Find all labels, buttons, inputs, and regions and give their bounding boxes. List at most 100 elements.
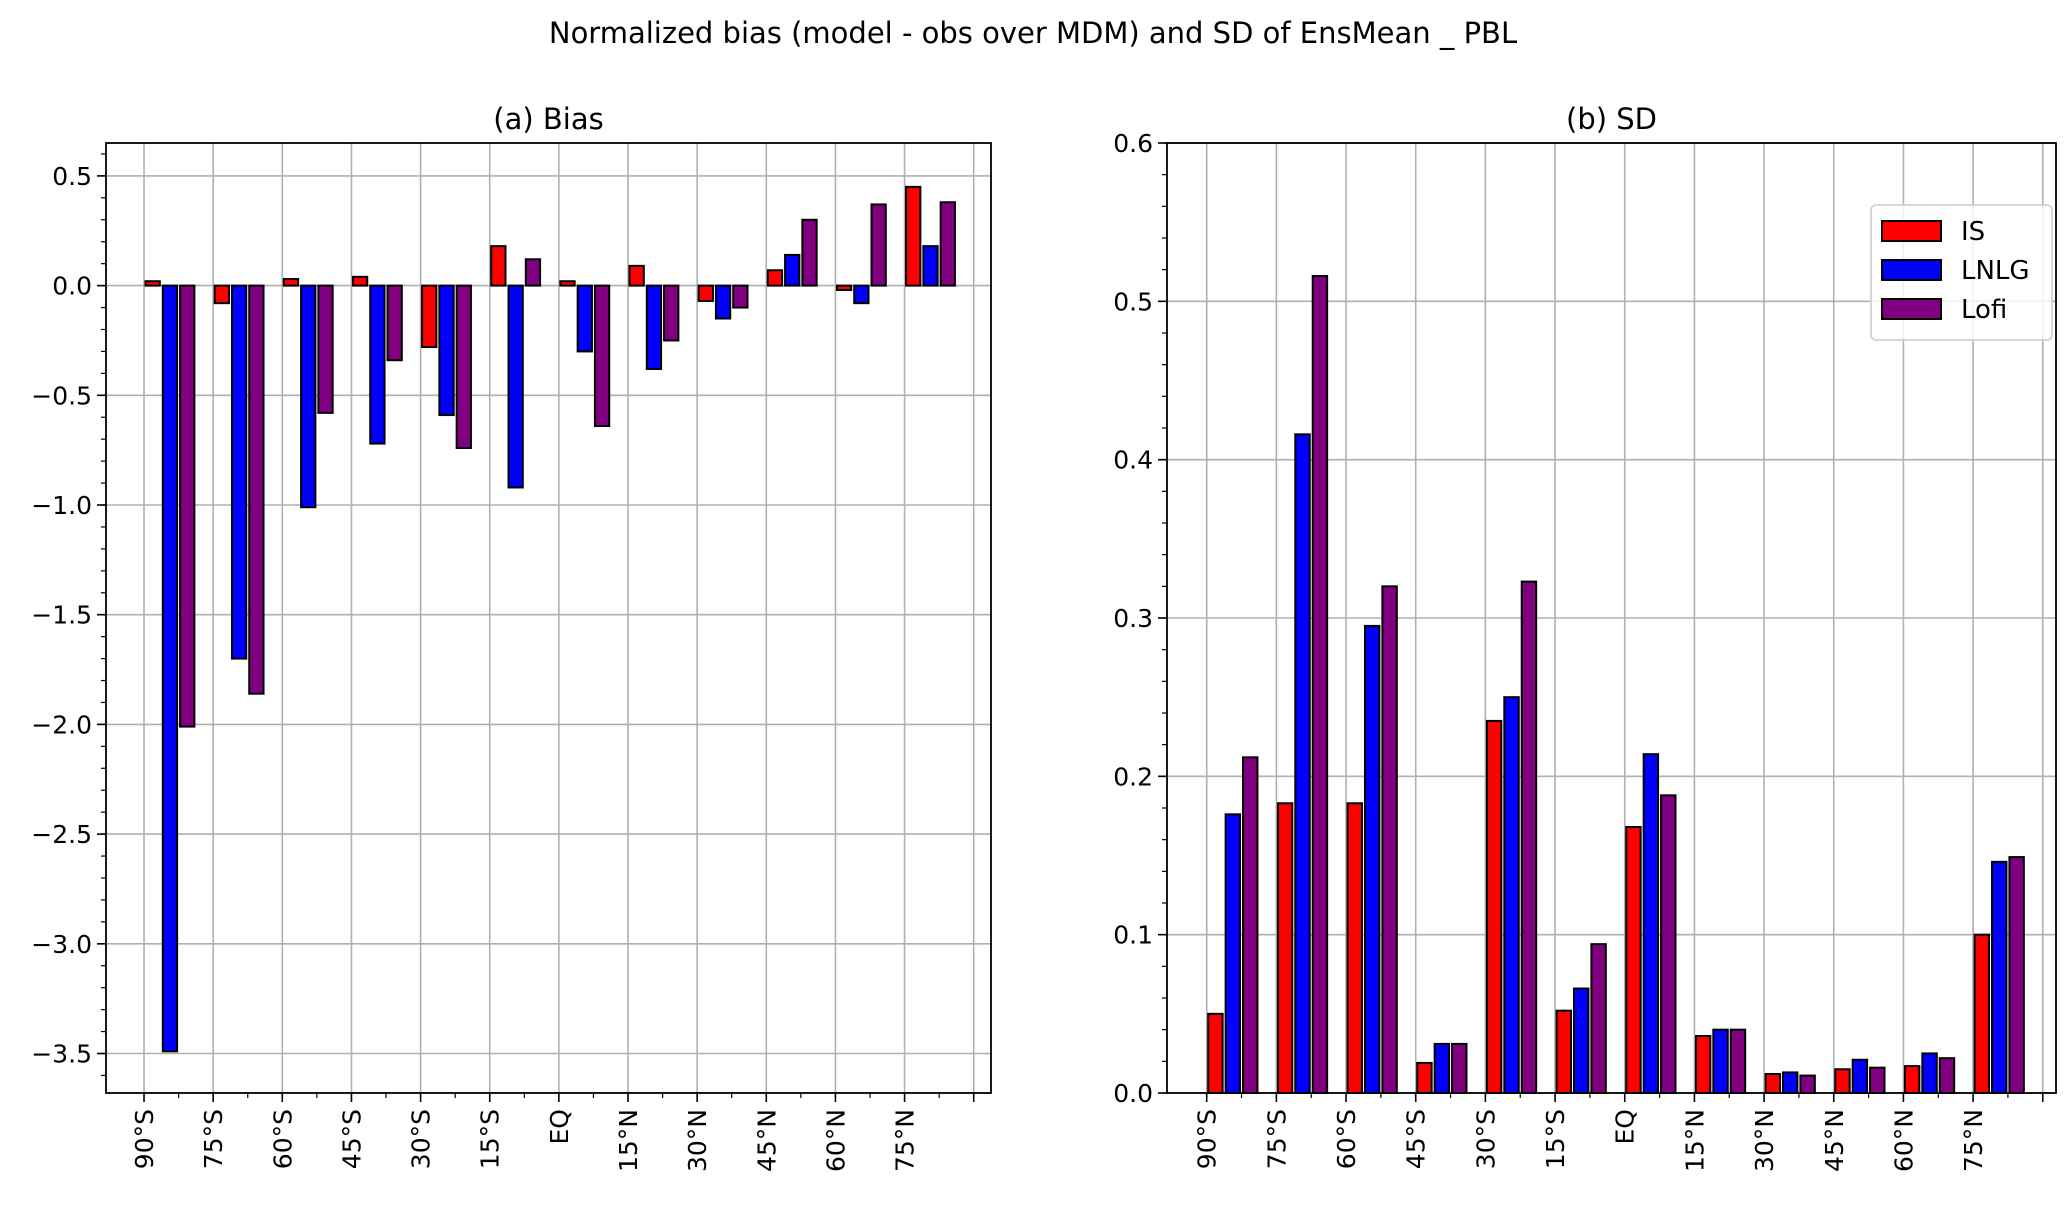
- bar-lnlg: [507, 284, 524, 489]
- x-tick-label: 45°S: [1402, 1109, 1431, 1169]
- y-tick-label: −3.0: [31, 930, 92, 959]
- x-tick-label: 45°S: [337, 1109, 366, 1169]
- bar-lofi: [1729, 1028, 1747, 1094]
- x-tick-label: 45°N: [1820, 1109, 1849, 1172]
- bar-lofi: [663, 284, 680, 342]
- bar-is: [905, 185, 922, 287]
- x-tick-label: 75°N: [891, 1109, 920, 1172]
- bar-lofi: [455, 284, 472, 449]
- bar-is: [559, 280, 576, 287]
- legend-label: LNLG: [1961, 256, 2030, 286]
- bar-lofi: [1869, 1066, 1886, 1094]
- bar-is: [1276, 802, 1294, 1094]
- x-tick-label: 60°S: [268, 1109, 297, 1169]
- bar-lnlg: [1224, 813, 1242, 1094]
- y-tick-label: −2.5: [31, 820, 92, 849]
- bar-lofi: [870, 203, 887, 287]
- x-tick-label: 45°N: [752, 1109, 781, 1172]
- bar-is: [1207, 1012, 1224, 1094]
- bar-is: [835, 284, 853, 291]
- bar-lnlg: [438, 284, 455, 417]
- y-tick-label: −2.0: [31, 710, 92, 739]
- bar-is: [282, 278, 300, 287]
- bar-lofi: [1381, 585, 1398, 1094]
- bar-lnlg: [1712, 1028, 1729, 1094]
- bar-is: [1416, 1061, 1433, 1094]
- x-tick-label: EQ: [545, 1109, 574, 1144]
- bar-lnlg: [853, 284, 870, 305]
- legend-label: Lofi: [1961, 295, 2007, 325]
- y-tick-label: 0.1: [1113, 921, 1153, 950]
- bar-is: [490, 245, 507, 287]
- bar-lnlg: [1642, 753, 1660, 1095]
- bar-lnlg: [1991, 860, 2008, 1094]
- bar-lofi: [1938, 1057, 1956, 1094]
- bar-lofi: [248, 284, 265, 695]
- bar-is: [1694, 1035, 1712, 1094]
- bar-lofi: [179, 284, 196, 728]
- x-tick-label: EQ: [1611, 1109, 1640, 1144]
- bar-lofi: [1242, 756, 1259, 1094]
- bar-lofi: [1520, 580, 1538, 1094]
- sd-chart: 0.0 0.1 0.2 0.3 0.4 0.5 0.6 90°S 75°S 60°S 45°S 30°…: [1113, 102, 2057, 1172]
- bar-lnlg: [300, 284, 317, 509]
- y-tick-label: −3.5: [31, 1040, 92, 1069]
- bar-is: [213, 284, 230, 305]
- y-tick-label: 0.6: [1113, 129, 1153, 158]
- x-tick-label: 75°S: [199, 1109, 228, 1169]
- bar-lofi: [1451, 1042, 1468, 1094]
- x-tick-label: 30°S: [1471, 1109, 1500, 1169]
- bar-lnlg: [784, 253, 801, 287]
- bar-lnlg: [1781, 1071, 1799, 1094]
- x-tick-label: 90°S: [1193, 1109, 1222, 1169]
- bar-lofi: [524, 258, 542, 287]
- bar-is: [1555, 1009, 1572, 1095]
- bar-is: [1764, 1073, 1781, 1094]
- bar-lofi: [386, 284, 403, 362]
- y-tick-label: 0.0: [52, 272, 92, 301]
- bar-is: [1625, 826, 1642, 1094]
- bar-lofi: [2008, 856, 2025, 1094]
- legend-swatch-is: [1881, 220, 1942, 242]
- bar-lnlg: [1572, 987, 1590, 1094]
- bar-is: [421, 284, 438, 349]
- bar-lnlg: [230, 284, 248, 660]
- bar-lnlg: [714, 284, 732, 320]
- y-tick-label: 0.4: [1113, 446, 1153, 475]
- bar-lnlg: [922, 245, 939, 287]
- bar-is: [1485, 719, 1503, 1095]
- x-tick-label: 75°S: [1262, 1109, 1291, 1169]
- bar-is: [1346, 802, 1363, 1094]
- x-tick-label: 15°N: [614, 1109, 643, 1172]
- bar-is: [1903, 1065, 1921, 1095]
- bias-chart: −3.5 −3.0 −2.5 −2.0 −1.5 −1.0 −0.5 0.0 0.5 90°S 75…: [31, 102, 992, 1172]
- bar-lnlg: [369, 284, 386, 445]
- y-tick-label: 0.3: [1113, 604, 1153, 633]
- bar-is: [1834, 1068, 1851, 1094]
- x-tick-label: 15°S: [1541, 1109, 1570, 1169]
- bar-is: [1973, 933, 1991, 1095]
- bar-lofi: [317, 284, 334, 414]
- x-tick-label: 75°N: [1959, 1109, 1988, 1172]
- bar-lofi: [801, 218, 818, 287]
- bar-is: [351, 275, 369, 287]
- bar-is: [697, 284, 714, 302]
- bar-lnlg: [1503, 696, 1520, 1095]
- bar-lnlg: [645, 284, 663, 370]
- bar-lnlg: [1851, 1058, 1869, 1094]
- x-tick-label: 60°N: [1889, 1109, 1918, 1172]
- figure-title: Normalized bias (model - obs over MDM) a…: [549, 16, 1517, 50]
- bar-lnlg: [576, 284, 593, 353]
- bar-is: [766, 269, 784, 287]
- bar-lnlg: [1294, 433, 1311, 1095]
- y-tick-label: −0.5: [31, 381, 92, 410]
- bar-lofi: [1590, 943, 1607, 1095]
- x-tick-label: 15°S: [476, 1109, 505, 1169]
- bar-is: [628, 264, 645, 287]
- chart-title: (a) Bias: [493, 102, 603, 136]
- bar-lofi: [1311, 275, 1329, 1094]
- bar-lofi: [1660, 794, 1677, 1094]
- bar-lofi: [1799, 1074, 1816, 1095]
- x-tick-label: 30°N: [1750, 1109, 1779, 1172]
